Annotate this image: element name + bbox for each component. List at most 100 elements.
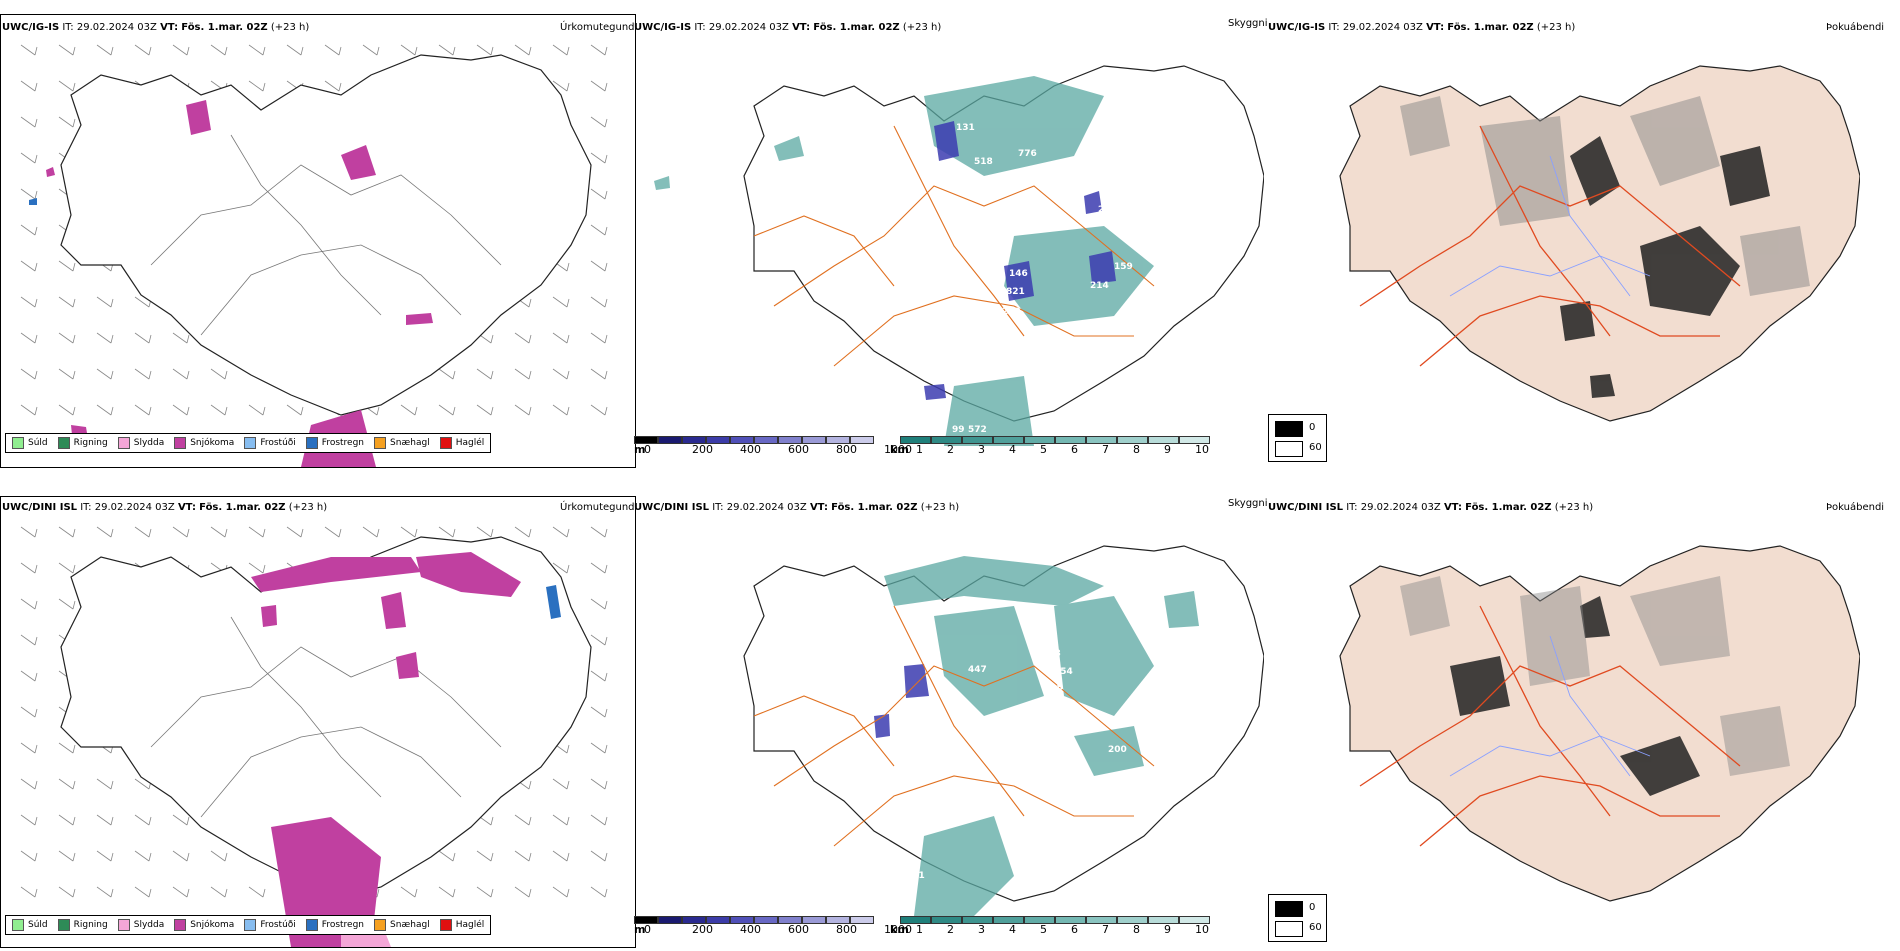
visibility-value-label: 99	[952, 425, 965, 435]
colorbar-tick-label: 3	[978, 443, 985, 456]
visibility-map-top: 131 518 776 146 821 214 159 222 99 572 2…	[654, 65, 1264, 446]
legend-label: Haglél	[455, 438, 485, 448]
visibility-value-label: 776	[1018, 149, 1037, 159]
legend-item: Snæhagl	[374, 919, 430, 931]
fog-title-top: Þokuábendi	[1826, 22, 1885, 33]
wind-barb	[96, 814, 114, 826]
precip-type-map-bottom	[20, 526, 608, 947]
wind-barb	[134, 332, 152, 344]
wind-barb	[476, 886, 494, 898]
legend-swatch	[117, 437, 130, 449]
legend-item: Snjókoma	[174, 437, 234, 449]
visibility-value-label: 222	[1002, 307, 1021, 317]
wind-barb	[248, 404, 266, 416]
fog-legend-label: 60	[1309, 442, 1322, 453]
wind-barb	[438, 850, 456, 862]
fog-grey-areas	[1400, 576, 1790, 776]
wind-barb	[20, 598, 38, 610]
wind-barb	[96, 368, 114, 380]
colorbar-segment	[900, 436, 931, 444]
wind-barb	[20, 188, 38, 200]
wind-barb	[20, 152, 38, 164]
wind-barb	[438, 404, 456, 416]
fog-roads	[1359, 605, 1741, 847]
wind-barb	[134, 886, 152, 898]
fog-dark-areas	[1450, 596, 1700, 796]
wind-barb	[134, 368, 152, 380]
colorbar-segment	[802, 436, 826, 444]
visibility-value-label: 447	[968, 665, 987, 675]
fog-map-bottom	[1339, 545, 1860, 902]
colorbar-segment	[931, 916, 962, 924]
wind-barb	[590, 332, 608, 344]
precip-type-title-top: Úrkomutegund	[560, 22, 635, 33]
colorbar-tick-label: 0	[644, 443, 651, 456]
colorbar-segment	[682, 916, 706, 924]
wind-barb	[476, 404, 494, 416]
colorbar-tick-label: 800	[836, 923, 857, 936]
colorbar-segment	[900, 916, 931, 924]
colorbar-segment	[1148, 436, 1179, 444]
colorbar-segment	[754, 916, 778, 924]
wind-barb	[58, 116, 76, 128]
colorbar-tick-label: 200	[692, 923, 713, 936]
visibility-value-label: 371	[906, 871, 925, 881]
wind-barb	[96, 404, 114, 416]
visibility-value-labels: 131 518 776 146 821 214 159 222 99 572 2…	[952, 123, 1133, 435]
row1-precip-header: UWC/IG-IS IT: 29.02.2024 03Z VT: Fös. 1.…	[2, 22, 310, 33]
colorbar-segment	[931, 436, 962, 444]
colorbar-tick-label: 2	[947, 443, 954, 456]
colorbar-tick-label: 400	[740, 923, 761, 936]
wind-barb	[58, 742, 76, 754]
wind-barb	[58, 44, 76, 56]
wind-barb	[590, 404, 608, 416]
visibility-value-label: 218	[1044, 683, 1063, 693]
colorbar-tick-label: 6	[1071, 923, 1078, 936]
visibility-value-label: 131	[956, 123, 975, 133]
wind-barb	[210, 44, 228, 56]
colorbar-tick-label: 1000	[884, 443, 912, 456]
wind-barb	[20, 332, 38, 344]
colorbar-segment	[826, 436, 850, 444]
wind-barb	[58, 260, 76, 272]
wind-barb	[172, 526, 190, 538]
wind-barb	[20, 296, 38, 308]
colorbar-segment	[1148, 916, 1179, 924]
visibility-title-top: Skyggni	[1228, 18, 1268, 29]
legend-swatch	[439, 919, 452, 931]
wind-barb	[58, 778, 76, 790]
wind-barb	[210, 526, 228, 538]
wind-barb	[58, 80, 76, 92]
roads	[150, 616, 502, 818]
fog-rivers	[1449, 155, 1651, 297]
wind-barb	[552, 44, 570, 56]
legend-label: Frostregn	[321, 920, 365, 930]
wind-barb	[96, 44, 114, 56]
wind-barb	[552, 80, 570, 92]
wind-barb	[552, 404, 570, 416]
fog-legend-label: 0	[1309, 902, 1316, 913]
wind-barb	[20, 80, 38, 92]
colorbar-unit: km	[890, 923, 909, 936]
wind-barb	[58, 368, 76, 380]
wind-barb	[172, 368, 190, 380]
fog-title-bottom: Þokuábendi	[1826, 502, 1885, 513]
visibility-value-label: 69	[1144, 623, 1157, 633]
wind-barb	[58, 598, 76, 610]
colorbar-segment	[1055, 916, 1086, 924]
wind-barb	[20, 562, 38, 574]
wind-barb	[172, 850, 190, 862]
precip-type-legend: Súld Rigning Slydda Snjókoma Frostúði Frostre…	[5, 433, 492, 453]
legend-label: Snjókoma	[190, 920, 235, 930]
wind-barb	[20, 260, 38, 272]
legend-swatch	[374, 919, 387, 931]
wind-barb	[590, 670, 608, 682]
legend-label: Snæhagl	[390, 438, 430, 448]
wind-barb	[552, 814, 570, 826]
legend-swatch	[12, 437, 24, 449]
colorbar-unit: m	[634, 923, 646, 936]
legend-item: Frostregn	[305, 919, 365, 931]
wind-barb	[438, 886, 456, 898]
wind-barb	[590, 742, 608, 754]
colorbar-tick-label: 400	[740, 443, 761, 456]
